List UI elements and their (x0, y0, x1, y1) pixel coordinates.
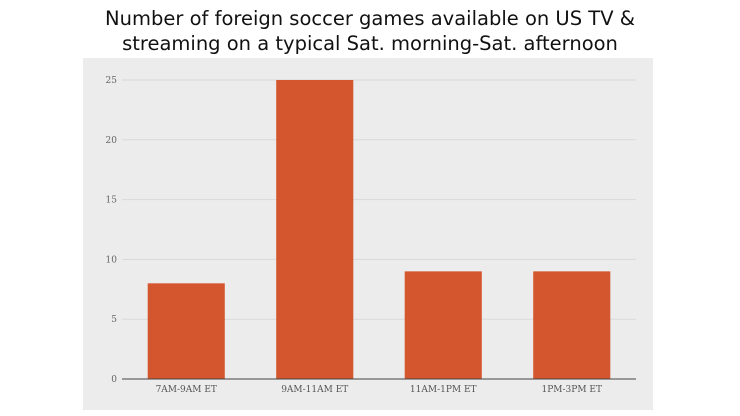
y-tick-label: 20 (106, 136, 118, 146)
bar (533, 271, 611, 379)
x-axis-ticks: 7AM-9AM ET 9AM-11AM ET 11AM-1PM ET 1PM-3PM … (156, 385, 602, 395)
x-tick-label: 1PM-3PM ET (542, 385, 602, 395)
y-tick-label: 0 (111, 375, 117, 385)
chart-title-line-1: Number of foreign soccer games available… (105, 7, 635, 30)
y-tick-label: 15 (106, 196, 118, 206)
y-axis-ticks: 0 5 10 15 20 25 (106, 76, 118, 385)
chart-title-line-2: streaming on a typical Sat. morning-Sat.… (122, 32, 618, 55)
x-tick-label: 9AM-11AM ET (281, 385, 348, 395)
x-tick-label: 7AM-9AM ET (156, 385, 217, 395)
bar (404, 271, 482, 379)
x-tick-label: 11AM-1PM ET (410, 385, 477, 395)
y-tick-label: 10 (106, 255, 118, 265)
bar (147, 283, 225, 379)
y-tick-label: 5 (111, 315, 117, 325)
y-tick-label: 25 (106, 76, 118, 86)
bar (276, 80, 354, 379)
chart-title: Number of foreign soccer games available… (0, 6, 740, 56)
bars (147, 80, 611, 379)
